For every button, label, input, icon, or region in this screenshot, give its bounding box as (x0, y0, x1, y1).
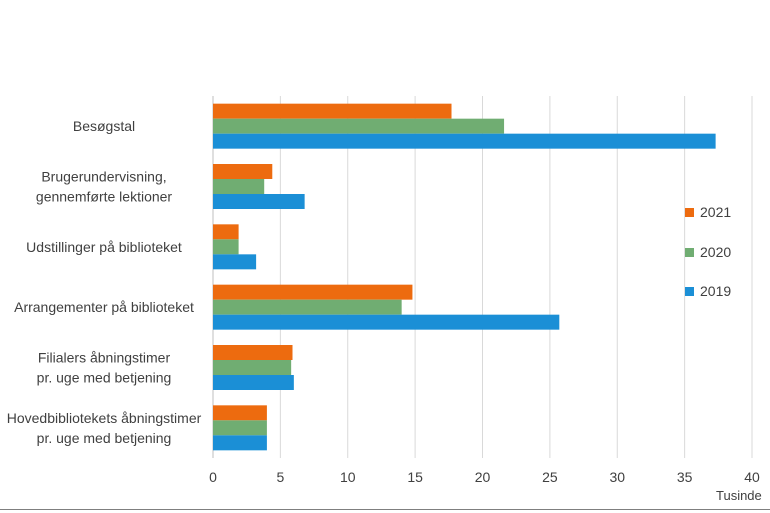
legend-label-2021: 2021 (700, 204, 731, 220)
bar-2020-3 (213, 299, 402, 315)
gridlines (212, 96, 753, 458)
bar-2019-1 (213, 194, 305, 209)
category-labels: Besøgstal Brugerundervisning, gennemførte … (7, 118, 202, 446)
x-tick-label-0: 0 (209, 469, 217, 485)
bar-2021-4 (213, 345, 293, 360)
bar-2019-5 (213, 435, 267, 451)
legend-swatch-2021 (685, 208, 694, 217)
bar-2020-5 (213, 420, 267, 436)
bar-2019-2 (213, 254, 257, 270)
category-label-2: Udstillinger på biblioteket (26, 239, 182, 255)
legend-swatch-2020 (685, 248, 694, 257)
category-label-5: Hovedbibliotekets åbningstimer pr. uge me… (7, 410, 202, 446)
bar-2021-1 (213, 164, 273, 179)
legend-label-2019: 2019 (700, 283, 731, 299)
category-label-0: Besøgstal (73, 118, 135, 134)
bars (213, 103, 716, 451)
category-label-4: Filialers åbningstimer pr. uge med betjen… (37, 350, 172, 386)
bar-2021-5 (213, 405, 267, 421)
x-tick-label-25: 25 (542, 469, 558, 485)
bar-2019-3 (213, 314, 560, 330)
x-tick-label-10: 10 (340, 469, 356, 485)
bar-2020-4 (213, 360, 292, 375)
bar-2020-0 (213, 118, 505, 134)
x-tick-label-15: 15 (407, 469, 423, 485)
legend-label-2020: 2020 (700, 244, 731, 260)
category-label-3: Arrangementer på biblioteket (14, 299, 194, 315)
bar-2021-3 (213, 284, 413, 300)
x-tick-label-40: 40 (744, 469, 760, 485)
legend: 2021 2020 2019 (685, 204, 731, 299)
bar-2021-2 (213, 224, 239, 240)
x-axis-unit-label: Tusinde (716, 488, 762, 503)
bottom-rule (0, 509, 770, 510)
bar-2020-1 (213, 179, 265, 194)
x-tick-label-35: 35 (677, 469, 693, 485)
category-label-1: Brugerundervisning, gennemførte lektioner (36, 169, 173, 205)
x-tick-label-30: 30 (609, 469, 625, 485)
bar-2019-4 (213, 375, 294, 390)
x-axis-tick-labels: 0 5 10 15 20 25 30 35 40 (209, 469, 760, 485)
bar-2021-0 (213, 103, 452, 119)
x-tick-label-5: 5 (276, 469, 284, 485)
legend-swatch-2019 (685, 287, 694, 296)
x-tick-label-20: 20 (475, 469, 491, 485)
bar-2020-2 (213, 239, 239, 255)
bar-2019-0 (213, 133, 716, 149)
